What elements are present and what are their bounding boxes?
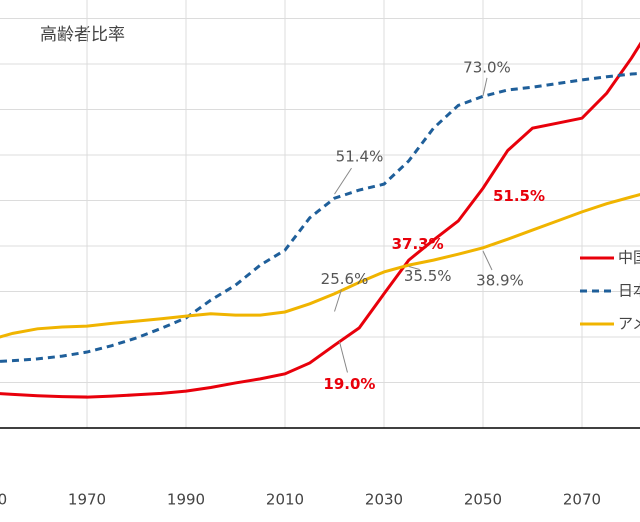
legend-label: 中国 (618, 249, 640, 267)
annotation-leader (334, 167, 352, 195)
annotation-leader (334, 289, 342, 312)
x-tick-label: 2030 (365, 491, 403, 509)
annotation: 25.6% (321, 270, 369, 288)
annotation: 19.0% (323, 375, 375, 393)
x-tick-label: 1950 (0, 491, 7, 509)
series-line (0, 41, 640, 399)
x-tick-label: 2010 (266, 491, 304, 509)
annotation: 73.0% (463, 58, 511, 76)
annotation-leader (482, 77, 488, 96)
annotation-leader (338, 341, 348, 373)
chart-title: 高齢者比率 (40, 25, 125, 45)
annotation: 38.9% (476, 272, 524, 290)
x-tick-label: 2070 (563, 491, 601, 509)
series-line (0, 192, 640, 339)
x-tick-label: 2050 (464, 491, 502, 509)
annotation: 51.5% (493, 187, 545, 205)
x-tick-label: 1970 (68, 491, 106, 509)
series-line (0, 71, 640, 363)
annotation: 37.3% (392, 235, 444, 253)
annotation: 35.5% (404, 267, 452, 285)
x-tick-label: 1990 (167, 491, 205, 509)
annotation-leader (408, 266, 420, 270)
legend-label: アメリカ (618, 315, 640, 333)
annotation: 51.4% (336, 148, 384, 166)
legend-label: 日本 (618, 282, 640, 300)
annotation-leader (482, 250, 493, 271)
